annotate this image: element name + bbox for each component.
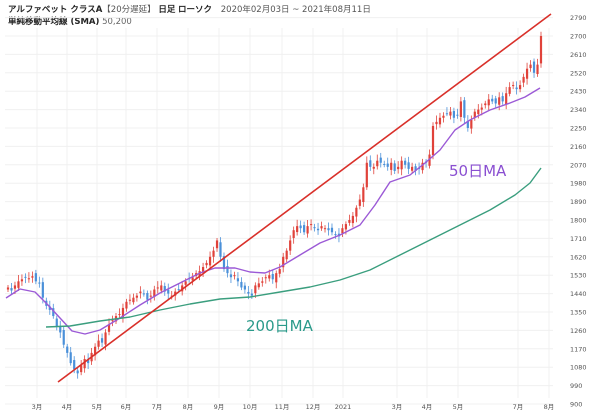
candlesticks (6, 31, 543, 379)
x-tick-label: 5月 (92, 403, 103, 411)
y-tick-label: 2520 (570, 69, 587, 77)
indicator-lines (5, 13, 552, 383)
x-tick-label: 3月 (392, 403, 403, 411)
y-tick-label: 990 (570, 382, 582, 390)
x-tick-label: 9月 (214, 403, 225, 411)
x-tick-label: 8月 (544, 403, 555, 411)
y-tick-label: 1980 (570, 180, 587, 188)
date-range: 2020年02月03日 ~ 2021年08月11日 (220, 5, 371, 15)
y-tick-label: 1710 (570, 235, 587, 243)
y-tick-label: 1800 (570, 217, 587, 225)
y-tick-label: 1440 (570, 290, 587, 298)
y-tick-label: 1170 (570, 345, 587, 353)
period-label: 日足 (158, 5, 176, 15)
indicator-params: 50,200 (102, 17, 132, 27)
y-tick-label: 1080 (570, 364, 587, 372)
header-row-2: 単純移動平均線 (SMA) 50,200 (8, 17, 371, 28)
y-tick-label: 2610 (570, 51, 587, 59)
y-tick-label: 2250 (570, 125, 587, 133)
price-axis: 2790 2700 2610 2520 2430 2340 2250 2160 2070 1980… (570, 14, 587, 408)
trendline (57, 13, 552, 383)
delay-badge: 【20分遅延】 (102, 5, 156, 15)
y-tick-label: 2340 (570, 106, 587, 114)
time-axis: 3月 4月 5月 6月 7月 8月 9月 10月 11月 12月 2021 3月 4月 5月 7月 8月 (32, 403, 555, 411)
x-tick-label: 6月 (121, 403, 132, 411)
moving-average-line (45, 167, 542, 328)
x-tick-label: 5月 (453, 403, 464, 411)
x-tick-label: 7月 (513, 403, 524, 411)
x-tick-label: 12月 (306, 403, 321, 411)
y-tick-label: 2790 (570, 14, 587, 22)
y-tick-label: 2160 (570, 143, 587, 151)
y-tick-label: 900 (570, 401, 582, 409)
ma50-annotation: 50日MA (449, 162, 507, 180)
indicator-name: 単純移動平均線 (SMA) (8, 17, 100, 27)
y-tick-label: 1260 (570, 327, 587, 335)
y-tick-label: 1620 (570, 253, 587, 261)
chart-type-label: ローソク (178, 5, 213, 15)
y-tick-label: 1890 (570, 198, 587, 206)
x-tick-label: 11月 (275, 403, 290, 411)
x-tick-label: 4月 (422, 403, 433, 411)
x-tick-label: 7月 (152, 403, 163, 411)
moving-average-line (5, 87, 541, 335)
x-tick-label: 3月 (32, 403, 43, 411)
x-tick-label: 10月 (243, 403, 258, 411)
grid-lines (5, 17, 553, 405)
header-row-1: アルファベット クラスA【20分遅延】 日足 ローソク 2020年02月03日 … (8, 5, 371, 16)
y-tick-label: 2070 (570, 161, 587, 169)
x-tick-label: 2021 (335, 403, 352, 411)
y-tick-label: 2700 (570, 33, 587, 41)
ma200-annotation: 200日MA (246, 317, 313, 335)
y-tick-label: 1350 (570, 309, 587, 317)
y-tick-label: 2430 (570, 88, 587, 96)
x-tick-label: 8月 (183, 403, 194, 411)
symbol-name: アルファベット クラスA (8, 5, 103, 15)
x-tick-label: 4月 (62, 403, 73, 411)
y-tick-label: 1530 (570, 272, 587, 280)
chart-header: アルファベット クラスA【20分遅延】 日足 ローソク 2020年02月03日 … (8, 5, 371, 28)
